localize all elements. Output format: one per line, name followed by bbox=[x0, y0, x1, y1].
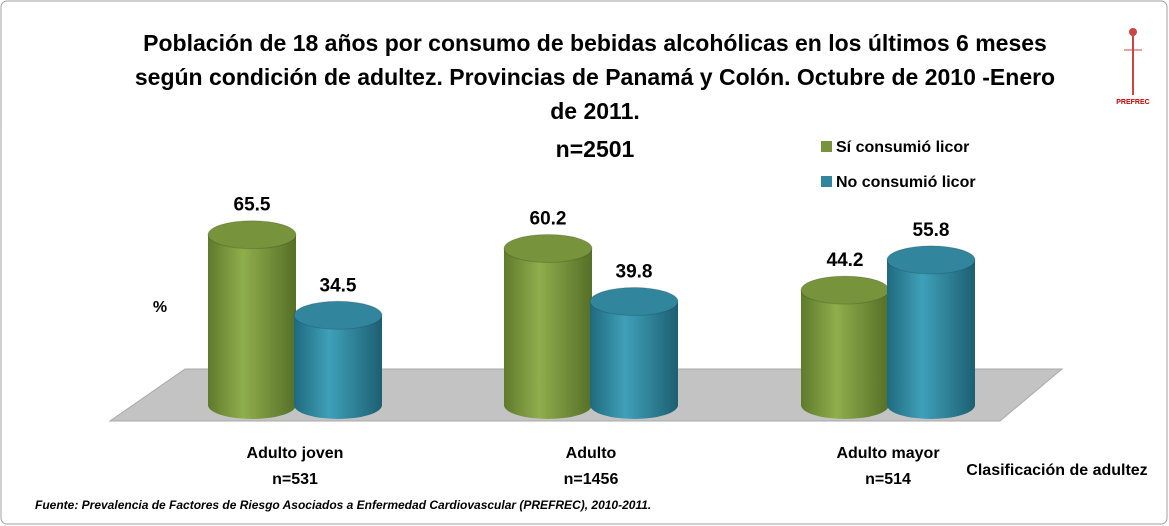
value-label: 39.8 bbox=[616, 262, 653, 283]
x-axis-label: Clasificación de adultez bbox=[966, 462, 1147, 479]
value-label: 34.5 bbox=[320, 275, 357, 296]
y-axis-label: % bbox=[153, 299, 167, 316]
chart-subtitle: n=2501 bbox=[555, 136, 635, 162]
bar bbox=[590, 301, 678, 419]
legend-swatch bbox=[821, 141, 832, 152]
bar-top bbox=[207, 220, 297, 250]
chart-title: Población de 18 años por consumo de bebi… bbox=[134, 30, 1056, 124]
value-label: 60.2 bbox=[530, 208, 567, 229]
bar-top bbox=[886, 245, 976, 275]
legend-label: Sí consumió licor bbox=[836, 139, 969, 156]
bar-top bbox=[293, 300, 383, 330]
bar bbox=[801, 290, 889, 419]
bar-top bbox=[589, 287, 679, 317]
value-label: 55.8 bbox=[913, 220, 950, 241]
x-tick-label: Adulto joven bbox=[247, 445, 344, 462]
bar bbox=[208, 234, 296, 419]
legend-label: No consumió licor bbox=[836, 174, 976, 191]
logo bbox=[1124, 28, 1142, 95]
value-label: 44.2 bbox=[827, 250, 864, 271]
x-tick-count: n=514 bbox=[865, 471, 911, 488]
logo-text: PREFREC bbox=[1116, 99, 1149, 106]
bar-top bbox=[503, 233, 593, 263]
bar-top bbox=[800, 275, 890, 305]
bar bbox=[887, 259, 975, 419]
x-tick-label: Adulto bbox=[566, 445, 617, 462]
legend-swatch bbox=[821, 176, 832, 187]
bar bbox=[504, 248, 592, 419]
x-tick-label: Adulto mayor bbox=[836, 445, 939, 462]
bar bbox=[294, 315, 382, 419]
source-note: Fuente: Prevalencia de Factores de Riesg… bbox=[35, 498, 651, 512]
x-tick-count: n=531 bbox=[272, 471, 318, 488]
value-label: 65.5 bbox=[234, 195, 271, 216]
x-tick-count: n=1456 bbox=[564, 471, 619, 488]
